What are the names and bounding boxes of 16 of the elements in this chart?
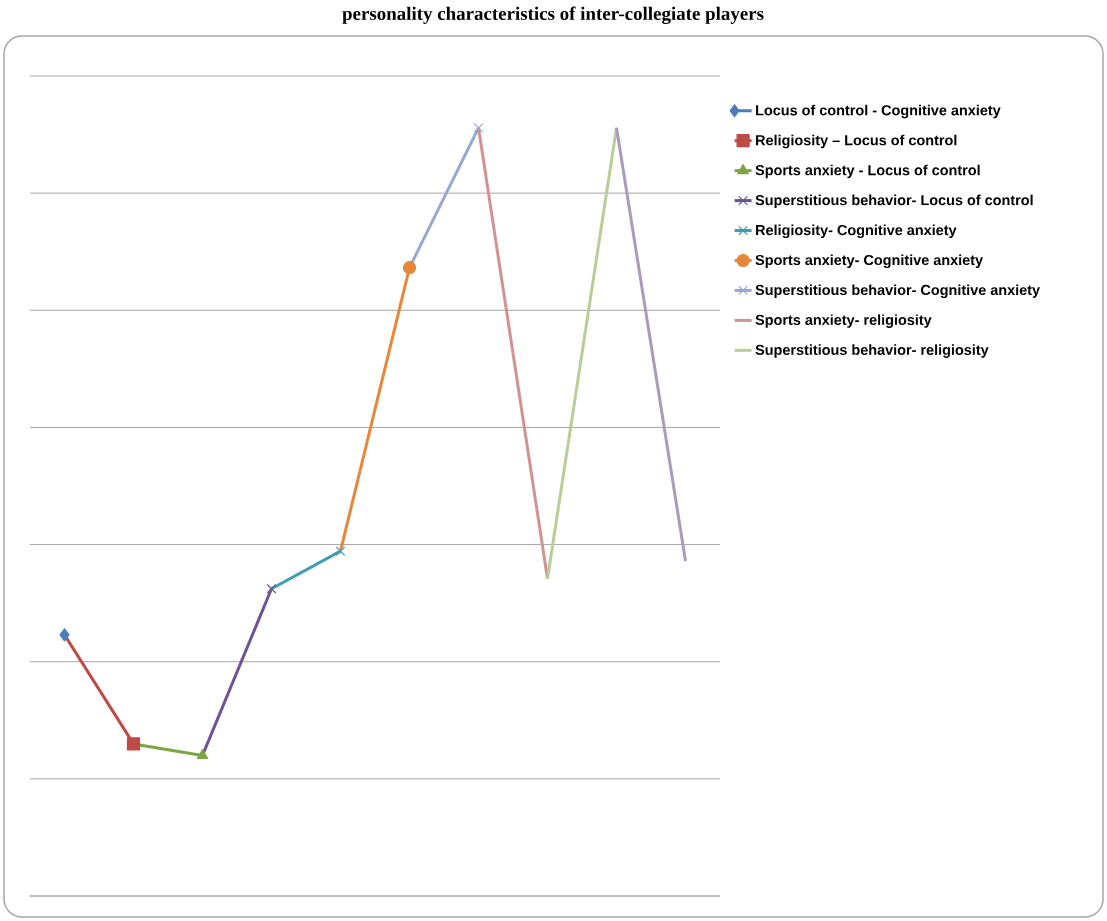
legend-label: Religiosity – Locus of control: [756, 134, 957, 149]
point: [266, 583, 277, 594]
legend-label: Sports anxiety- religiosity: [755, 314, 932, 328]
legend-label: Superstitious behavior- religiosity: [755, 344, 989, 358]
legend-label: Locus of control - Cognitive anxiety: [756, 104, 1001, 119]
point: [473, 123, 484, 133]
point: [126, 737, 141, 751]
legend-label: Religiosity- Cognitive anxiety: [756, 224, 957, 239]
legend-label: Sports anxiety- Cognitive anxiety: [755, 254, 983, 269]
legend-label: Superstitious behavior- Locus of control: [755, 194, 1033, 209]
legend-label: Sports anxiety - Locus of control: [755, 164, 980, 179]
point: [59, 628, 70, 642]
legend-label: Superstitious behavior- Cognitive anxiety: [755, 284, 1040, 298]
point: [402, 261, 417, 275]
point: [335, 546, 346, 556]
chart-title: personality characteristics of inter-collegiate players: [342, 6, 764, 25]
